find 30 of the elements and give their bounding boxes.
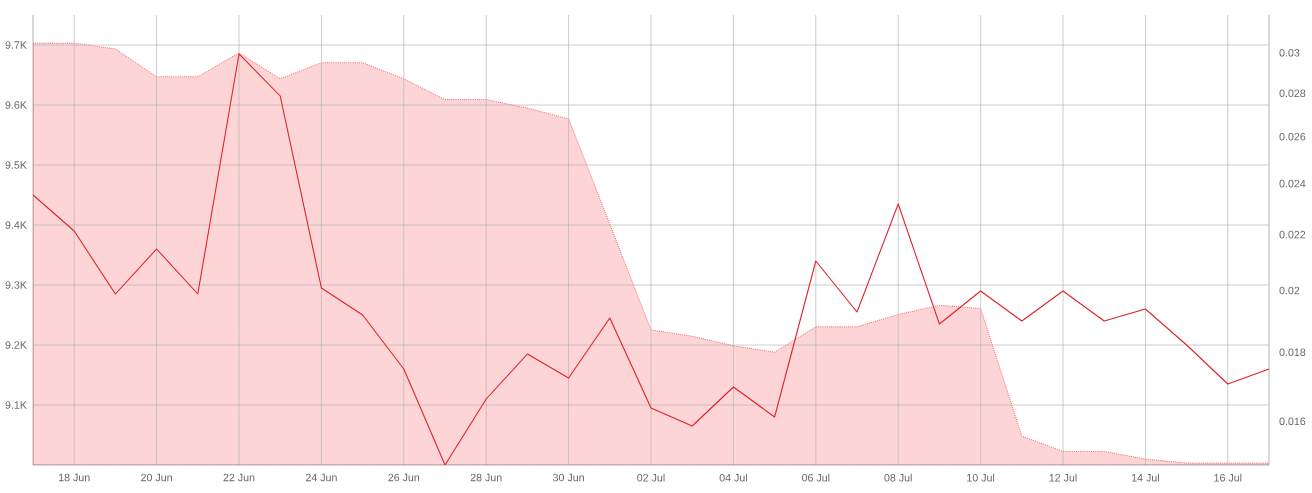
x-tick-label: 06 Jul — [802, 473, 830, 482]
x-tick-label: 08 Jul — [884, 473, 912, 482]
x-tick-label: 22 Jun — [223, 473, 255, 482]
y2-tick-label: 0.028 — [1279, 89, 1306, 98]
x-tick-label: 18 Jun — [59, 473, 90, 482]
y2-tick-label: 0.024 — [1279, 179, 1306, 188]
y-tick-label: 9.5K — [5, 161, 27, 169]
y2-tick-label: 0.03 — [1279, 49, 1300, 57]
y2-tick-label: 0.02 — [1279, 286, 1300, 295]
y2-tick-label: 0.018 — [1279, 348, 1306, 357]
x-tick-label: 24 Jun — [305, 473, 337, 482]
y2-tick-label: 0.016 — [1279, 417, 1306, 426]
y2-tick-label: 0.022 — [1279, 230, 1306, 239]
x-tick-label: 04 Jul — [719, 473, 747, 482]
y2-tick-label: 0.026 — [1279, 132, 1306, 141]
y-tick-label: 9.1K — [5, 401, 27, 409]
y-tick-label: 9.2K — [5, 341, 27, 349]
x-tick-label: 10 Jul — [967, 473, 995, 482]
x-tick-label: 28 Jun — [470, 473, 502, 482]
y-tick-label: 9.6K — [5, 101, 27, 109]
x-tick-label: 30 Jun — [552, 473, 584, 482]
x-tick-label: 16 Jul — [1214, 473, 1242, 482]
x-tick-label: 26 Jun — [388, 473, 420, 482]
x-tick-label: 14 Jul — [1132, 473, 1159, 482]
x-tick-label: 20 Jun — [141, 473, 172, 482]
x-tick-label: 12 Jul — [1049, 473, 1077, 482]
y-tick-label: 9.7K — [5, 41, 27, 49]
y-tick-label: 9.4K — [5, 221, 27, 229]
x-tick-label: 02 Jul — [637, 473, 665, 482]
y-tick-label: 9.3K — [5, 281, 27, 289]
